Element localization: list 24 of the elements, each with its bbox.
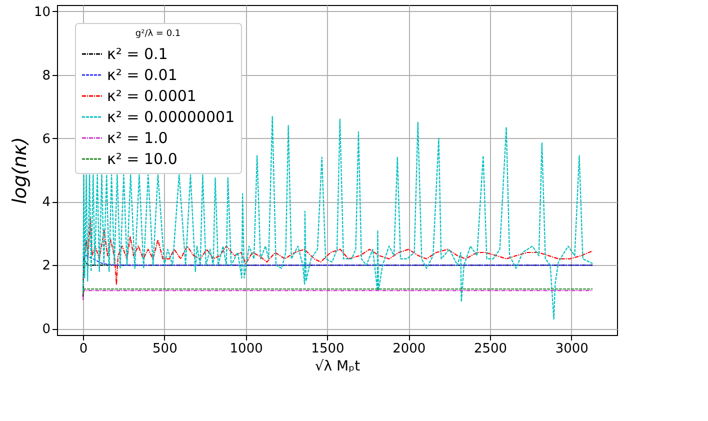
x-tick-label: 1500 bbox=[311, 342, 344, 356]
x-tick-label: 0 bbox=[79, 342, 88, 356]
legend-label: κ² = 0.1 bbox=[107, 45, 168, 63]
y-tick-label: 10 bbox=[34, 4, 50, 20]
x-tick-label: 1000 bbox=[230, 342, 263, 356]
x-tick-label: 500 bbox=[152, 342, 178, 356]
x-tick-label: 2500 bbox=[474, 342, 508, 356]
legend-label: κ² = 0.01 bbox=[107, 66, 178, 84]
legend-label: κ² = 0.0001 bbox=[107, 87, 196, 105]
y-tick-label: 8 bbox=[42, 68, 50, 84]
y-tick-label: 4 bbox=[42, 195, 50, 210]
x-tick-label: 3000 bbox=[555, 342, 588, 356]
y-tick-label: 6 bbox=[42, 132, 50, 147]
y-tick-label: 0 bbox=[42, 322, 50, 338]
x-tick-label: 2000 bbox=[392, 342, 426, 356]
line-series bbox=[82, 252, 594, 266]
legend-label: κ² = 0.00000001 bbox=[107, 108, 235, 126]
y-axis-title: log(nκ) bbox=[8, 136, 31, 204]
legend-title: g²/λ = 0.1 bbox=[135, 29, 181, 39]
legend-label: κ² = 10.0 bbox=[107, 150, 178, 168]
line-series bbox=[82, 217, 594, 285]
x-axis-title: √λ Mₚt bbox=[314, 358, 361, 374]
legend-label: κ² = 1.0 bbox=[107, 129, 168, 147]
y-tick-label: 2 bbox=[42, 258, 50, 274]
